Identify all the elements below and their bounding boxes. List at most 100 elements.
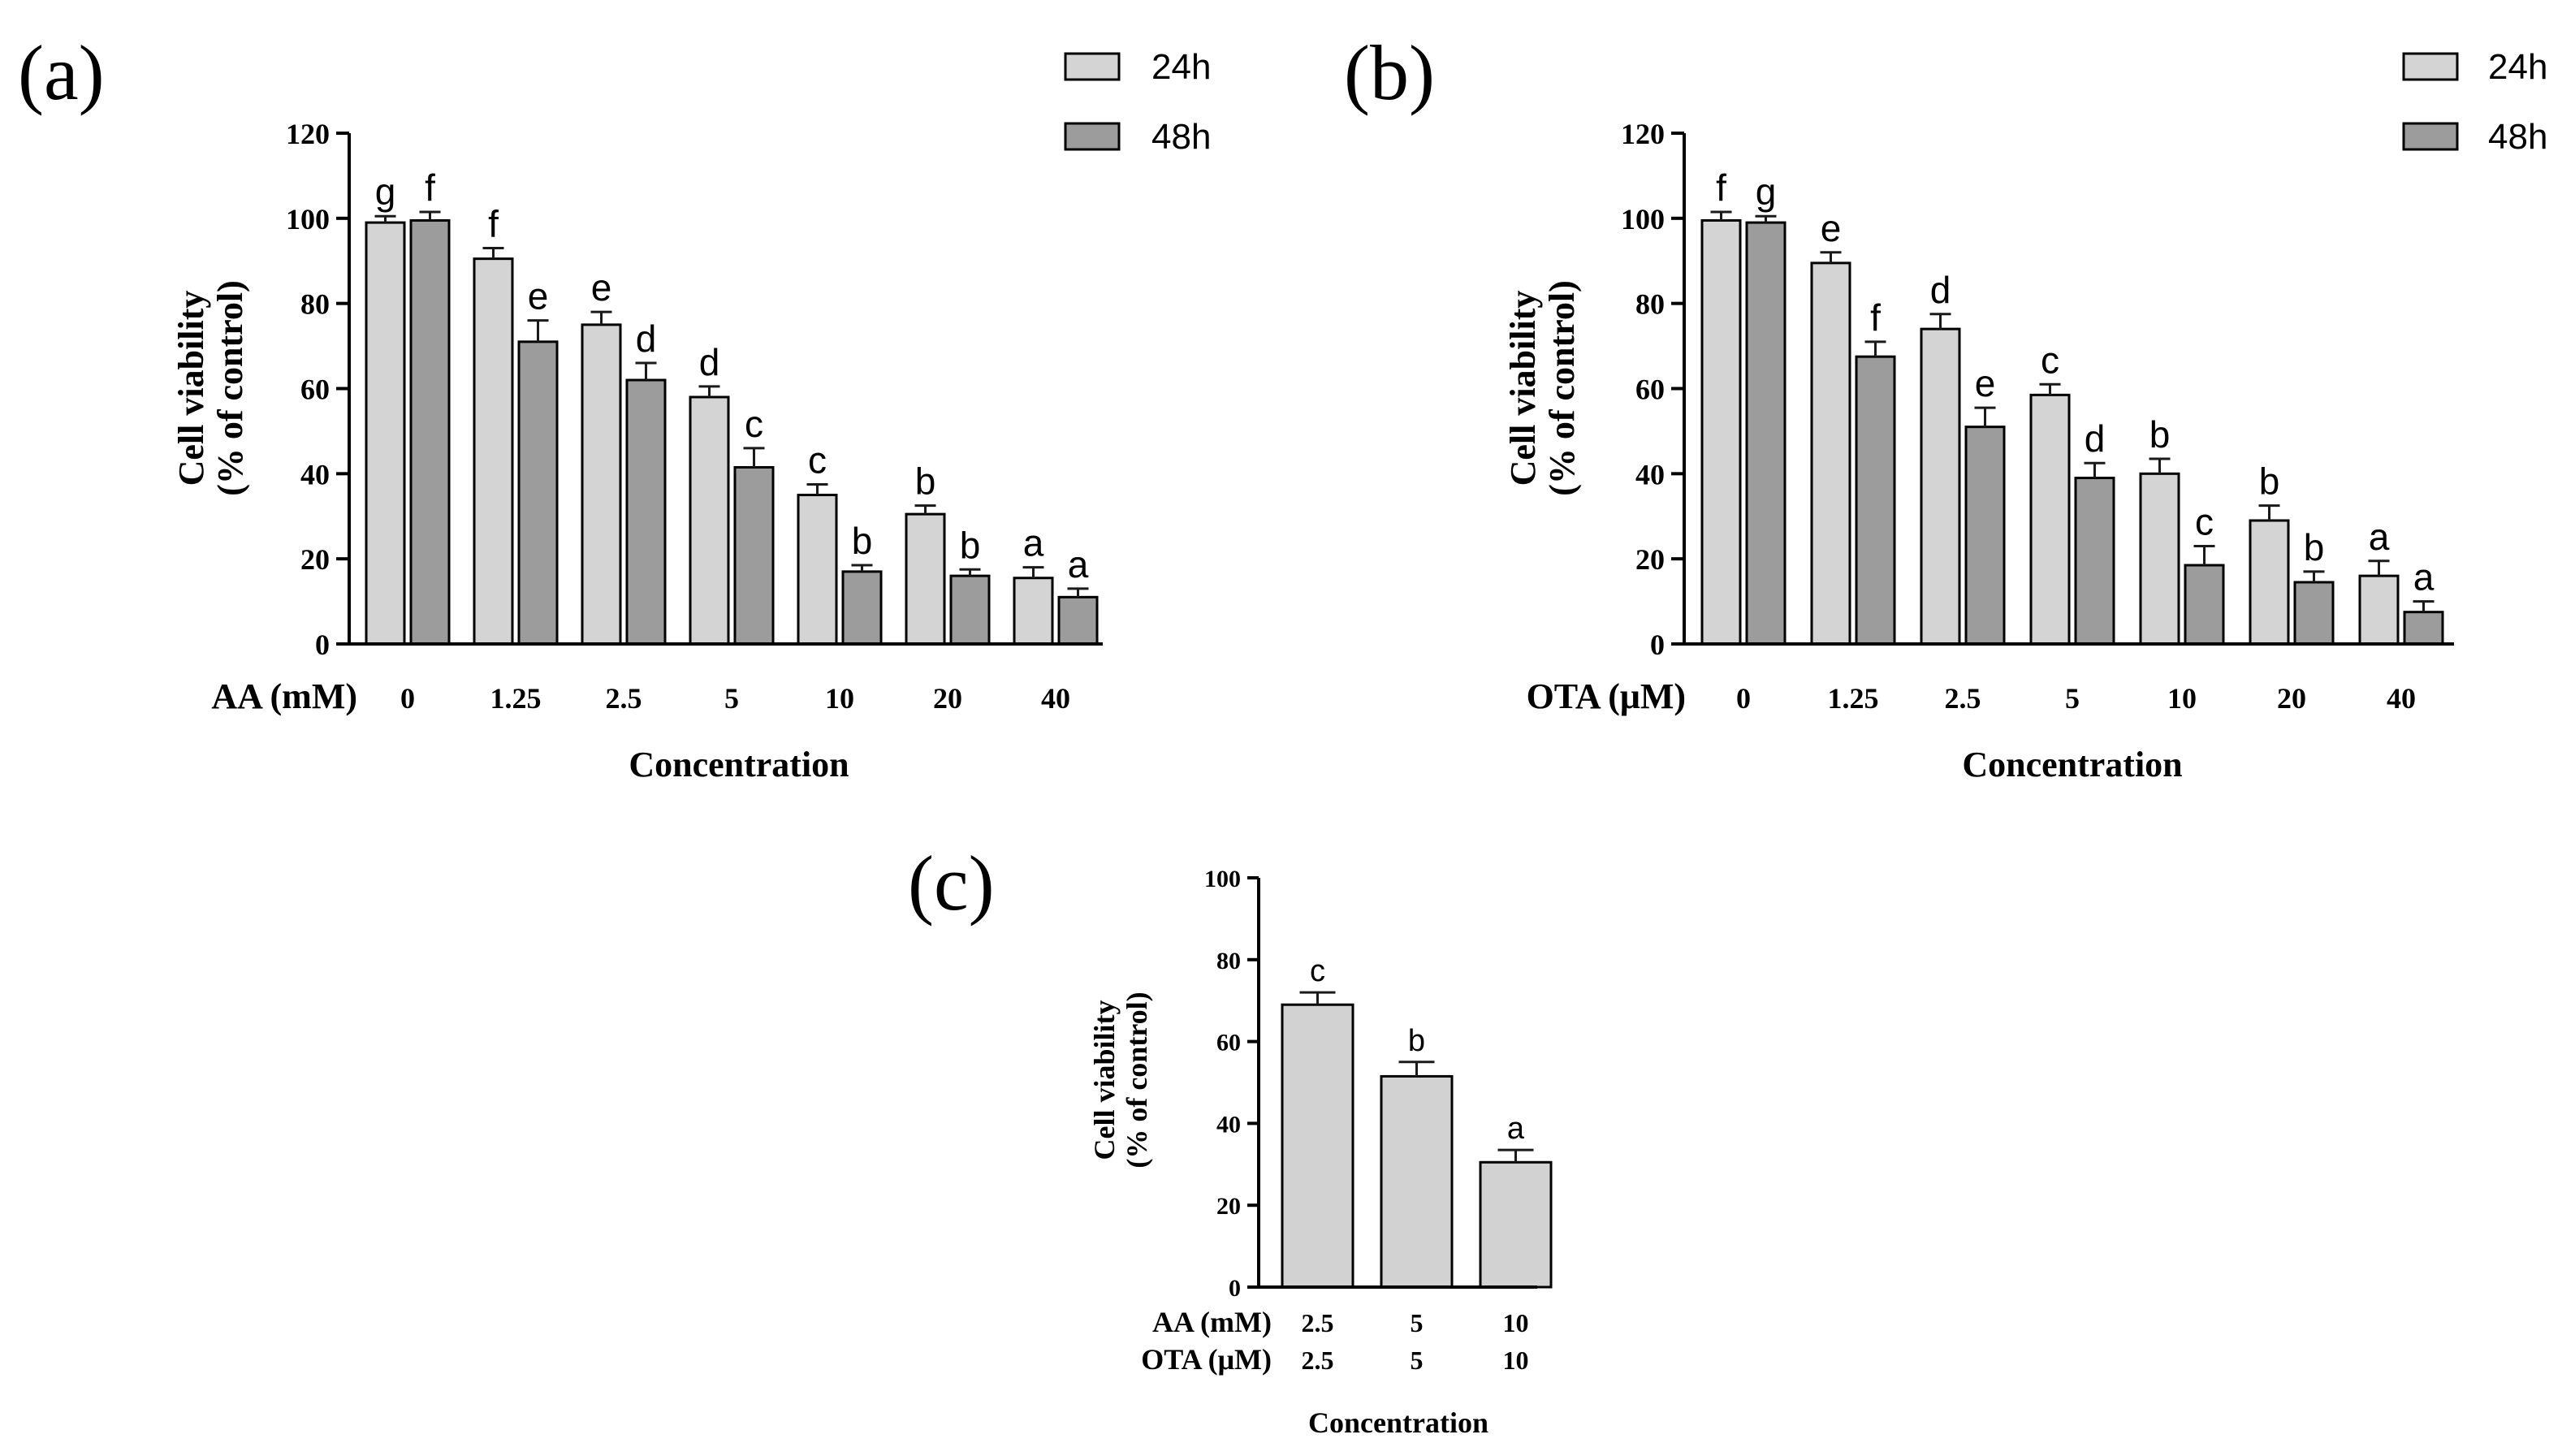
legend-swatch-24h [2402, 52, 2459, 81]
row-label-aa: AA (mM) [1152, 1306, 1272, 1338]
y-tick-label: 0 [315, 629, 330, 661]
y-tick-label: 0 [1229, 1275, 1241, 1302]
legend-label-48h: 48h [1151, 117, 1211, 157]
y-axis-title-line1: Cell viability [171, 291, 211, 486]
significance-letter: d [1930, 269, 1951, 311]
bar-24h [905, 512, 946, 646]
y-axis-title-line2: (% of control) [1121, 992, 1153, 1168]
x-tick-label-ota: 2.5 [1302, 1346, 1334, 1375]
bar-48h [1964, 426, 2006, 646]
legend-a: 24h 48h [1064, 47, 1211, 157]
significance-letter: a [2369, 516, 2390, 558]
significance-letter: c [1310, 954, 1325, 988]
x-axis-title-c: Concentration [1308, 1406, 1488, 1439]
bar-24h [1810, 261, 1851, 646]
bar-48h [517, 340, 559, 646]
x-tick-label-aa: 2.5 [1302, 1308, 1334, 1337]
x-tick-label: 2.5 [606, 682, 642, 715]
bar-48h [841, 570, 883, 646]
bar-48h [625, 378, 667, 646]
x-tick-label: 20 [2277, 682, 2306, 715]
x-tick-label: 40 [1041, 682, 1070, 715]
bar-48h [2403, 611, 2444, 646]
significance-letter: f [425, 166, 435, 209]
x-tick-label: 5 [724, 682, 739, 715]
bar-24h [2029, 393, 2071, 646]
bar-48h [2184, 564, 2225, 646]
significance-letter: d [2085, 417, 2106, 460]
bar-24h [1700, 218, 1742, 646]
panel-c: (c) Cell viability (% of control) 0 20 40 6… [908, 840, 1553, 1439]
significance-letter: e [591, 266, 612, 309]
significance-letter: b [1408, 1024, 1425, 1058]
bar [1281, 1003, 1354, 1289]
bar [1479, 1160, 1553, 1289]
significance-letter: b [2304, 526, 2325, 568]
significance-letter: f [488, 203, 499, 245]
bar-48h [1745, 221, 1787, 646]
y-axis-title-c: Cell viability (% of control) [1088, 992, 1153, 1168]
x-tick-label: 10 [825, 682, 854, 715]
significance-letter: c [2195, 500, 2214, 542]
y-tick-label: 40 [1635, 458, 1665, 490]
significance-letter: e [528, 275, 549, 318]
legend-label-24h: 24h [1151, 47, 1211, 87]
significance-letter: f [1716, 166, 1726, 209]
bar-24h [473, 257, 514, 646]
bar-48h [1855, 355, 1896, 646]
y-tick-label: 20 [300, 543, 330, 576]
bar-24h [1013, 577, 1054, 646]
significance-letter: d [636, 318, 657, 360]
bar [1380, 1074, 1454, 1289]
bar-48h [2074, 477, 2115, 646]
y-tick-label: 120 [1621, 118, 1665, 150]
bar-24h [365, 221, 406, 646]
x-tick-label-ota: 5 [1411, 1346, 1424, 1375]
bar-24h [689, 395, 730, 646]
y-axis-title-line1: Cell viability [1503, 291, 1543, 486]
y-tick-label: 20 [1635, 543, 1665, 576]
y-tick-label: 60 [1216, 1030, 1241, 1056]
significance-letter: c [2041, 339, 2059, 381]
bar-24h [797, 494, 838, 646]
bar-24h [1920, 327, 1961, 646]
bar-24h [2358, 574, 2400, 646]
significance-letter: a [2413, 556, 2435, 598]
bar-48h [949, 574, 991, 646]
x-tick-label: 40 [2387, 682, 2416, 715]
significance-letter: c [808, 439, 827, 481]
y-tick-label: 80 [300, 288, 330, 321]
x-tick-label: 10 [2167, 682, 2197, 715]
legend-b: 24h 48h [2402, 47, 2547, 157]
y-tick-label: 60 [300, 374, 330, 406]
legend-swatch-48h [2402, 122, 2459, 151]
x-tick-label-aa: 10 [1503, 1308, 1529, 1337]
panel-label-a: (a) [18, 29, 105, 116]
bar-24h [581, 323, 622, 646]
panel-b: (b) 24h 48h Cell viability (% of control… [1344, 29, 2547, 784]
panel-a: (a) 24h 48h Cell viability (% of control… [18, 29, 1211, 784]
bar-48h [1057, 595, 1099, 646]
x-tick-label: 0 [400, 682, 415, 715]
significance-letter: b [2259, 460, 2280, 503]
x-axis-title-a: Concentration [629, 745, 849, 784]
y-tick-label: 20 [1216, 1193, 1241, 1220]
legend-swatch-24h [1064, 52, 1121, 81]
y-tick-label: 80 [1635, 288, 1665, 321]
y-tick-label: 100 [1204, 866, 1241, 892]
bar-48h [2293, 581, 2335, 646]
y-axis-title-line2: (% of control) [210, 280, 250, 496]
y-tick-label: 0 [1650, 629, 1665, 661]
significance-letter: e [1821, 207, 1842, 249]
significance-letter: a [1023, 522, 1044, 564]
significance-letter: g [1756, 171, 1777, 213]
x-tick-label: 0 [1736, 682, 1751, 715]
y-axis-title-line1: Cell viability [1088, 1000, 1121, 1160]
y-tick-label: 100 [286, 203, 330, 235]
significance-letter: a [1068, 543, 1089, 585]
y-axis-title-a: Cell viability (% of control) [171, 280, 250, 496]
y-axis-title-line2: (% of control) [1542, 280, 1582, 496]
x-tick-label: 20 [933, 682, 962, 715]
x-prefix-a: AA (mM) [211, 676, 357, 716]
